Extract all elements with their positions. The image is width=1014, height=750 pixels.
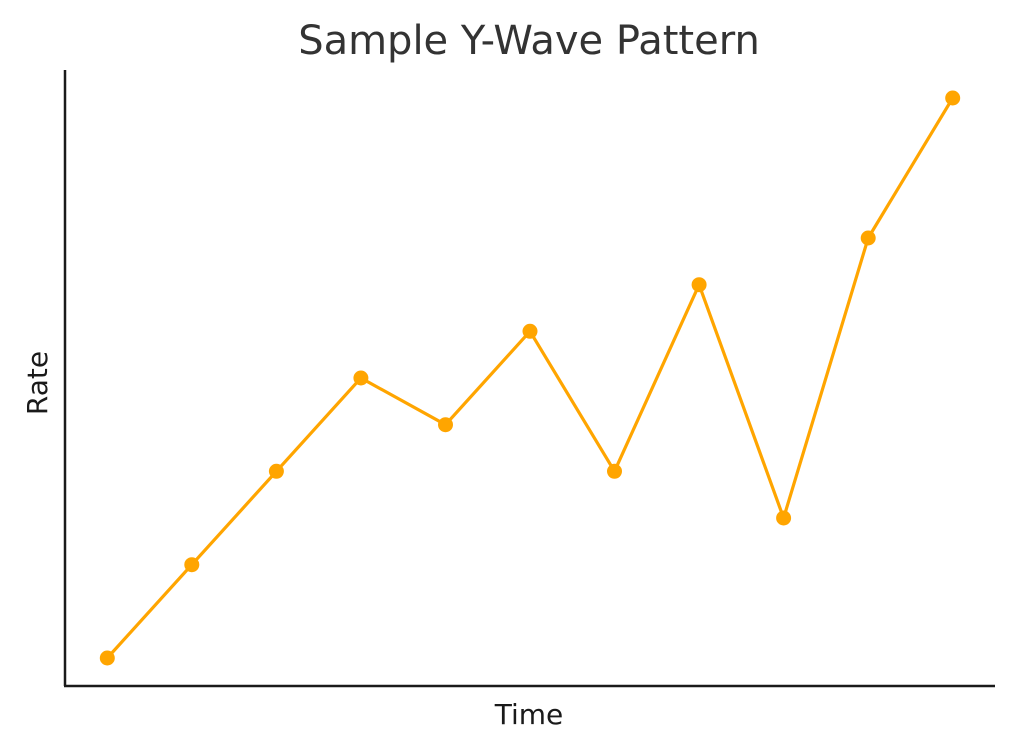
data-point (438, 417, 453, 433)
data-point (353, 370, 369, 386)
data-point (268, 463, 284, 479)
data-point (99, 650, 115, 666)
y-axis-label: Rate (21, 351, 54, 415)
data-point (522, 323, 538, 339)
data-point (945, 90, 961, 106)
x-axis-label: Time (494, 698, 564, 731)
plot-area (99, 90, 961, 666)
data-point (776, 510, 792, 526)
chart-title: Sample Y-Wave Pattern (298, 18, 760, 64)
data-point (184, 557, 200, 573)
data-point (607, 463, 622, 479)
series-line (106, 97, 955, 660)
data-point (860, 230, 876, 246)
data-point (691, 277, 707, 293)
